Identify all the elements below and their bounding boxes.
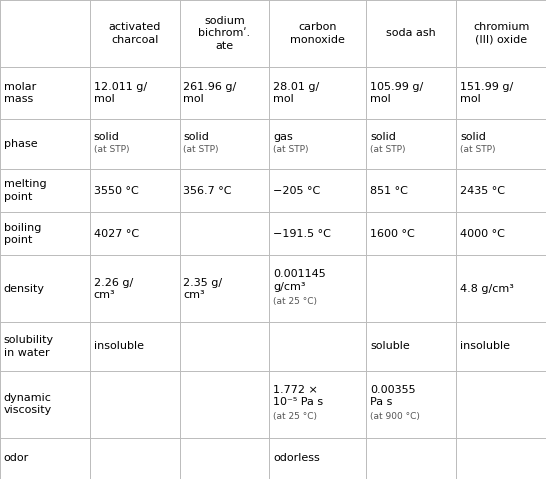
Text: carbon
monoxide: carbon monoxide (290, 23, 345, 45)
Text: (at STP): (at STP) (460, 146, 496, 154)
Text: 2.35 g/
cm³: 2.35 g/ cm³ (183, 278, 223, 300)
Text: 105.99 g/
mol: 105.99 g/ mol (370, 82, 424, 104)
Text: boiling
point: boiling point (4, 223, 41, 245)
Text: 4000 °C: 4000 °C (460, 229, 505, 239)
Text: solid: solid (460, 132, 486, 142)
Text: 851 °C: 851 °C (370, 186, 408, 196)
Text: 151.99 g/
mol: 151.99 g/ mol (460, 82, 513, 104)
Text: dynamic
viscosity: dynamic viscosity (4, 393, 52, 415)
Text: 1600 °C: 1600 °C (370, 229, 415, 239)
Text: (at 25 °C): (at 25 °C) (273, 297, 317, 306)
Text: −191.5 °C: −191.5 °C (273, 229, 331, 239)
Text: gas: gas (273, 132, 293, 142)
Text: odor: odor (4, 453, 29, 463)
Text: molar
mass: molar mass (4, 82, 36, 104)
Text: activated
charcoal: activated charcoal (109, 23, 161, 45)
Text: soda ash: soda ash (387, 28, 436, 38)
Text: 356.7 °C: 356.7 °C (183, 186, 232, 196)
Text: insoluble: insoluble (460, 342, 510, 352)
Text: 0.001145
g/cm³: 0.001145 g/cm³ (273, 269, 326, 292)
Text: −205 °C: −205 °C (273, 186, 321, 196)
Text: 4.8 g/cm³: 4.8 g/cm³ (460, 284, 514, 294)
Text: (at 25 °C): (at 25 °C) (273, 412, 317, 422)
Text: solubility
in water: solubility in water (4, 335, 54, 358)
Text: 28.01 g/
mol: 28.01 g/ mol (273, 82, 319, 104)
Text: 12.011 g/
mol: 12.011 g/ mol (93, 82, 147, 104)
Text: 4027 °C: 4027 °C (93, 229, 139, 239)
Text: 2.26 g/
cm³: 2.26 g/ cm³ (93, 278, 133, 300)
Text: 3550 °C: 3550 °C (93, 186, 138, 196)
Text: solid: solid (93, 132, 120, 142)
Text: odorless: odorless (273, 453, 320, 463)
Text: sodium
bichromʹ.
ate: sodium bichromʹ. ate (198, 16, 251, 51)
Text: (at STP): (at STP) (183, 146, 219, 154)
Text: density: density (4, 284, 45, 294)
Text: 0.00355
Pa s: 0.00355 Pa s (370, 385, 416, 407)
Text: insoluble: insoluble (93, 342, 144, 352)
Text: (at STP): (at STP) (370, 146, 406, 154)
Text: 261.96 g/
mol: 261.96 g/ mol (183, 82, 236, 104)
Text: 2435 °C: 2435 °C (460, 186, 505, 196)
Text: chromium
(III) oxide: chromium (III) oxide (473, 23, 529, 45)
Text: (at STP): (at STP) (273, 146, 308, 154)
Text: solid: solid (370, 132, 396, 142)
Text: (at 900 °C): (at 900 °C) (370, 412, 420, 422)
Text: phase: phase (4, 139, 38, 149)
Text: (at STP): (at STP) (93, 146, 129, 154)
Text: soluble: soluble (370, 342, 410, 352)
Text: 1.772 ×
10⁻⁵ Pa s: 1.772 × 10⁻⁵ Pa s (273, 385, 323, 407)
Text: solid: solid (183, 132, 209, 142)
Text: melting
point: melting point (4, 180, 46, 202)
